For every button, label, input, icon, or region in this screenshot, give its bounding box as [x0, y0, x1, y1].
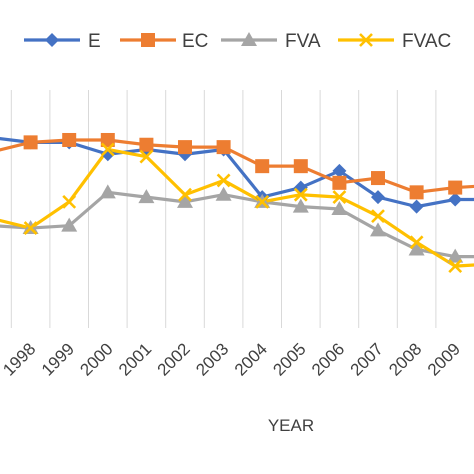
- x-tick-label: 2001: [115, 339, 155, 379]
- data-point-ec: [409, 185, 424, 200]
- data-point-e: [332, 163, 347, 178]
- legend-label: FVAC: [402, 31, 451, 52]
- series-line-fva: [0, 190, 474, 259]
- x-tick-label: 2003: [192, 339, 232, 379]
- data-point-ec: [216, 140, 231, 155]
- data-point-fvac: [332, 190, 347, 205]
- data-point-fvac: [100, 142, 115, 157]
- data-point-e: [409, 199, 424, 214]
- data-point-fva: [447, 248, 464, 263]
- x-tick-label: 1999: [38, 339, 78, 379]
- data-point-fva: [138, 189, 155, 204]
- series-line-fvac: [0, 147, 474, 268]
- x-tick-label: 2008: [385, 339, 425, 379]
- data-point-ec: [293, 159, 308, 174]
- legend-label: FVA: [285, 31, 321, 52]
- legend-marker-fvac: [359, 33, 373, 47]
- x-axis-tick-labels: 1998199920002001200220032004200520062007…: [0, 339, 464, 379]
- x-tick-label: 2002: [154, 339, 194, 379]
- data-point-e: [293, 180, 308, 195]
- data-point-e: [448, 192, 463, 207]
- legend-marker-e: [45, 33, 59, 47]
- data-point-ec: [23, 135, 38, 150]
- data-point-fva: [99, 184, 116, 199]
- legend: E EC FVA FVAC: [24, 31, 451, 52]
- data-point-fvac: [178, 187, 192, 202]
- data-point-fva: [292, 198, 309, 213]
- data-point-ec: [332, 175, 347, 190]
- data-point-fvac: [409, 235, 424, 250]
- series-markers: [22, 132, 464, 274]
- data-point-fva: [408, 241, 425, 256]
- data-point-e: [100, 147, 115, 162]
- data-point-fvac: [216, 173, 231, 188]
- x-tick-label: 2009: [424, 339, 464, 379]
- x-axis-title: YEAR: [268, 416, 314, 435]
- data-point-fva: [370, 222, 386, 237]
- x-tick-label: 2007: [347, 339, 387, 379]
- data-point-ec: [255, 159, 270, 174]
- data-point-ec: [139, 137, 154, 152]
- data-point-fva: [177, 193, 193, 208]
- data-point-ec: [100, 132, 115, 147]
- legend-item-fva: FVA: [221, 31, 321, 52]
- legend-marker-fva: [241, 32, 257, 46]
- data-point-fvac: [139, 149, 154, 164]
- vertical-gridlines: [10, 90, 437, 328]
- data-point-ec: [178, 140, 192, 155]
- series-lines: [0, 136, 474, 268]
- data-point-ec: [371, 171, 385, 186]
- legend-label: E: [88, 31, 101, 52]
- data-point-fvac: [293, 187, 308, 202]
- x-tick-label: 2005: [269, 339, 309, 379]
- x-tick-label: 2000: [76, 339, 116, 379]
- legend-item-ec: EC: [120, 31, 208, 52]
- data-point-fvac: [23, 221, 38, 235]
- data-point-e: [371, 190, 385, 205]
- legend-item-fvac: FVAC: [338, 31, 451, 52]
- legend-marker-ec: [141, 33, 155, 47]
- data-point-fva: [215, 186, 232, 201]
- x-tick-label: 1998: [0, 339, 39, 379]
- data-point-fvac: [255, 194, 270, 209]
- x-tick-label: 2004: [231, 339, 271, 379]
- x-tick-label: 2006: [308, 339, 348, 379]
- data-point-ec: [448, 180, 463, 195]
- data-point-fvac: [371, 209, 385, 224]
- legend-item-e: E: [24, 31, 101, 52]
- data-point-ec: [62, 132, 77, 147]
- data-point-fva: [331, 201, 348, 215]
- data-point-fva: [61, 217, 78, 232]
- legend-label: EC: [182, 31, 208, 52]
- data-point-fvac: [62, 194, 77, 209]
- data-point-fvac: [448, 259, 463, 274]
